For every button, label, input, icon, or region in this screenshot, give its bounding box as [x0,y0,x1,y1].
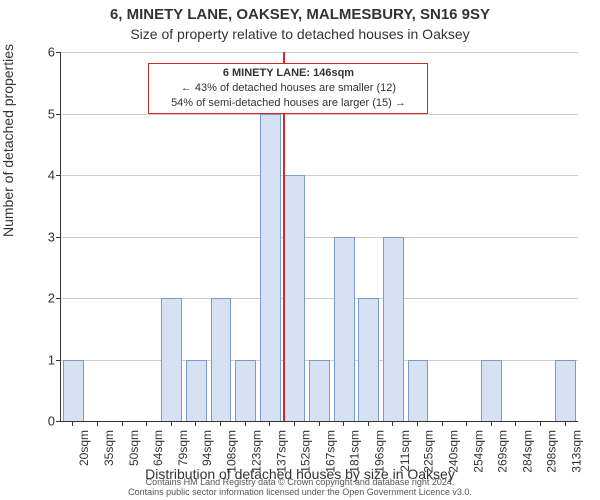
histogram-bar [284,175,305,421]
gridline [61,237,578,238]
y-tick-label: 2 [15,291,55,306]
x-tick-label: 152sqm [299,430,313,473]
histogram-bar [235,360,256,422]
x-tick-mark [294,422,295,426]
gridline [61,52,578,53]
gridline [61,114,578,115]
x-tick-label: 196sqm [373,430,387,473]
x-tick-mark [122,422,123,426]
histogram-bar [63,360,84,422]
histogram-bar [211,298,232,421]
x-tick-mark [72,422,73,426]
plot-area: 6 MINETY LANE: 146sqm← 43% of detached h… [60,52,578,422]
histogram-bar [408,360,429,422]
x-tick-label: 225sqm [422,430,436,473]
x-tick-label: 79sqm [176,430,190,466]
annotation-line-3: 54% of semi-detached houses are larger (… [153,96,423,111]
histogram-bar [161,298,182,421]
x-tick-mark [466,422,467,426]
x-tick-label: 20sqm [77,430,91,466]
x-tick-mark [392,422,393,426]
title-line-1: 6, MINETY LANE, OAKSEY, MALMESBURY, SN16… [0,6,600,23]
footer-line-1: Contains HM Land Registry data © Crown c… [146,477,455,487]
x-tick-mark [515,422,516,426]
histogram-bar [481,360,502,422]
y-tick-label: 4 [15,168,55,183]
y-tick-mark [56,114,60,115]
x-tick-label: 167sqm [324,430,338,473]
x-tick-label: 35sqm [102,430,116,466]
histogram-bar [260,114,281,422]
x-tick-label: 94sqm [200,430,214,466]
x-tick-label: 313sqm [570,430,584,473]
x-tick-mark [442,422,443,426]
histogram-bar [334,237,355,422]
x-tick-mark [540,422,541,426]
x-tick-label: 108sqm [225,430,239,473]
x-tick-label: 137sqm [274,430,288,473]
y-tick-label: 1 [15,352,55,367]
x-tick-label: 284sqm [520,430,534,473]
x-tick-mark [220,422,221,426]
histogram-bar [309,360,330,422]
histogram-bar [383,237,404,422]
x-tick-label: 181sqm [348,430,362,473]
footer-line-2: Contains public sector information licen… [128,487,472,497]
y-tick-label: 3 [15,229,55,244]
x-tick-mark [195,422,196,426]
y-tick-mark [56,175,60,176]
y-tick-mark [56,421,60,422]
y-axis-label: Number of detached properties [0,44,16,237]
gridline [61,175,578,176]
x-tick-mark [368,422,369,426]
x-tick-label: 240sqm [447,430,461,473]
y-tick-mark [56,298,60,299]
x-tick-label: 123sqm [250,430,264,473]
histogram-bar [358,298,379,421]
annotation-line-2: ← 43% of detached houses are smaller (12… [153,81,423,96]
x-tick-label: 64sqm [151,430,165,466]
x-tick-label: 254sqm [471,430,485,473]
x-tick-mark [319,422,320,426]
x-tick-mark [269,422,270,426]
y-tick-label: 5 [15,106,55,121]
x-tick-mark [491,422,492,426]
x-tick-mark [97,422,98,426]
annotation-box: 6 MINETY LANE: 146sqm← 43% of detached h… [148,63,428,114]
x-tick-mark [565,422,566,426]
gridline [61,298,578,299]
x-tick-label: 50sqm [127,430,141,466]
x-tick-mark [343,422,344,426]
figure: 6, MINETY LANE, OAKSEY, MALMESBURY, SN16… [0,0,600,500]
x-tick-mark [146,422,147,426]
y-tick-mark [56,237,60,238]
footer-attribution: Contains HM Land Registry data © Crown c… [10,478,590,498]
annotation-line-1: 6 MINETY LANE: 146sqm [153,66,423,81]
x-tick-label: 298sqm [545,430,559,473]
x-tick-mark [417,422,418,426]
y-tick-label: 6 [15,45,55,60]
y-tick-label: 0 [15,414,55,429]
title-line-2: Size of property relative to detached ho… [0,26,600,42]
x-tick-mark [245,422,246,426]
y-tick-mark [56,52,60,53]
histogram-bar [555,360,576,422]
x-tick-mark [171,422,172,426]
x-tick-label: 269sqm [496,430,510,473]
x-tick-label: 211sqm [397,430,411,472]
histogram-bar [186,360,207,422]
y-tick-mark [56,360,60,361]
